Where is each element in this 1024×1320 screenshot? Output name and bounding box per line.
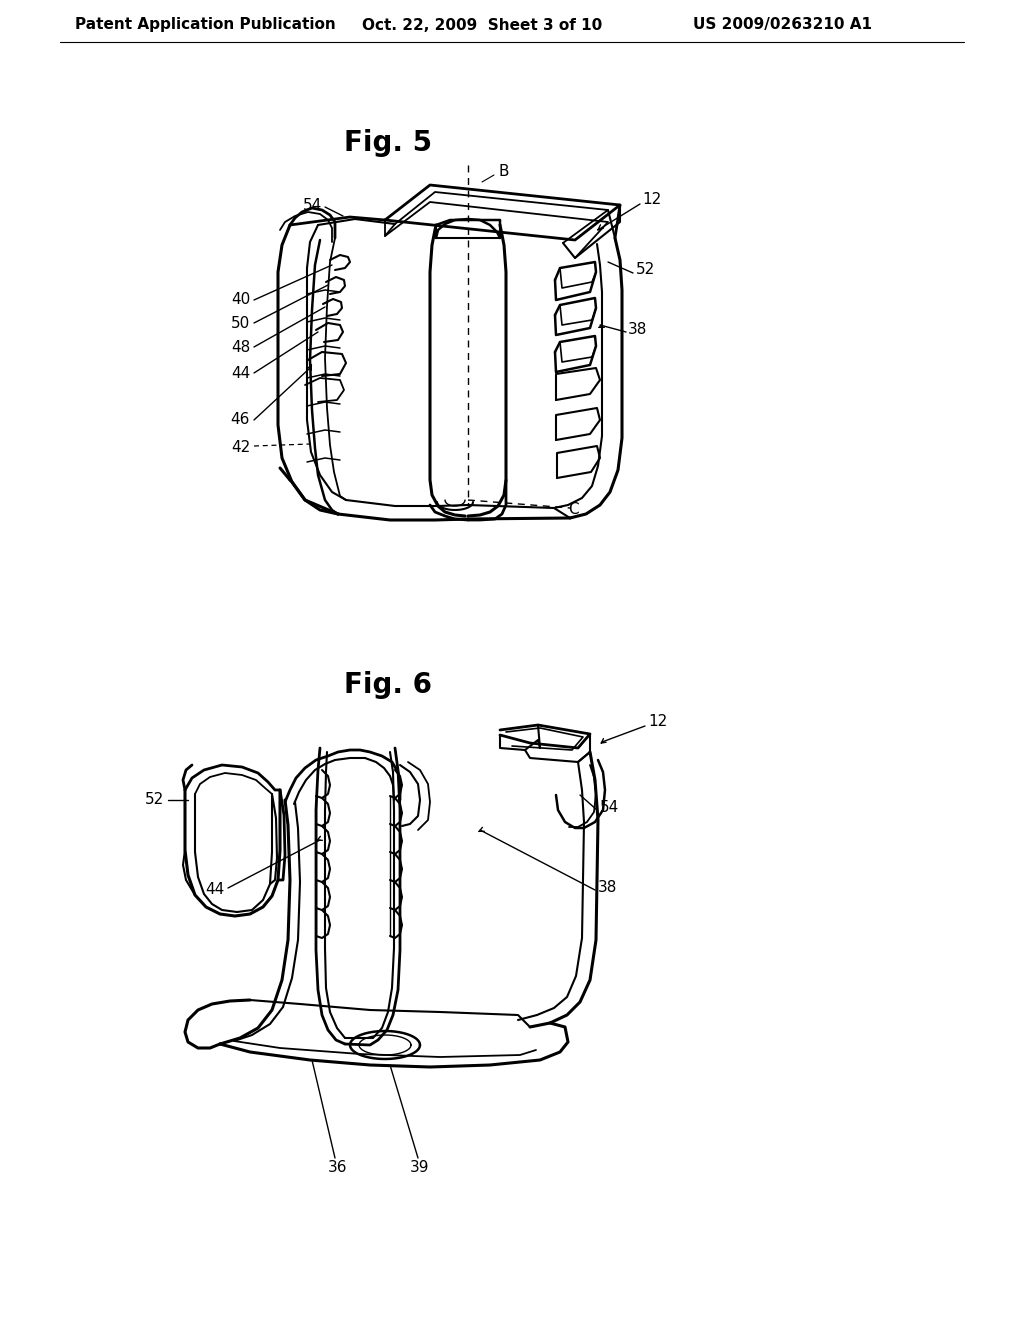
- Text: 48: 48: [230, 339, 250, 355]
- Text: Fig. 6: Fig. 6: [344, 671, 432, 700]
- Text: 54: 54: [303, 198, 323, 213]
- Text: Patent Application Publication: Patent Application Publication: [75, 17, 336, 33]
- Text: 54: 54: [600, 800, 620, 816]
- Text: 38: 38: [628, 322, 647, 338]
- Text: 52: 52: [636, 263, 655, 277]
- Text: Fig. 5: Fig. 5: [344, 129, 432, 157]
- Text: 39: 39: [410, 1160, 429, 1176]
- Text: 38: 38: [598, 880, 617, 895]
- Text: 50: 50: [230, 315, 250, 330]
- Text: 36: 36: [328, 1160, 347, 1176]
- Text: C: C: [568, 503, 579, 517]
- Text: 52: 52: [144, 792, 164, 808]
- Text: Oct. 22, 2009  Sheet 3 of 10: Oct. 22, 2009 Sheet 3 of 10: [362, 17, 602, 33]
- Text: 40: 40: [230, 293, 250, 308]
- Text: 12: 12: [642, 193, 662, 207]
- Text: 12: 12: [648, 714, 668, 730]
- Text: 46: 46: [230, 412, 250, 428]
- Text: 44: 44: [205, 883, 224, 898]
- Text: 44: 44: [230, 366, 250, 380]
- Text: B: B: [498, 165, 509, 180]
- Text: 42: 42: [230, 441, 250, 455]
- Text: US 2009/0263210 A1: US 2009/0263210 A1: [693, 17, 872, 33]
